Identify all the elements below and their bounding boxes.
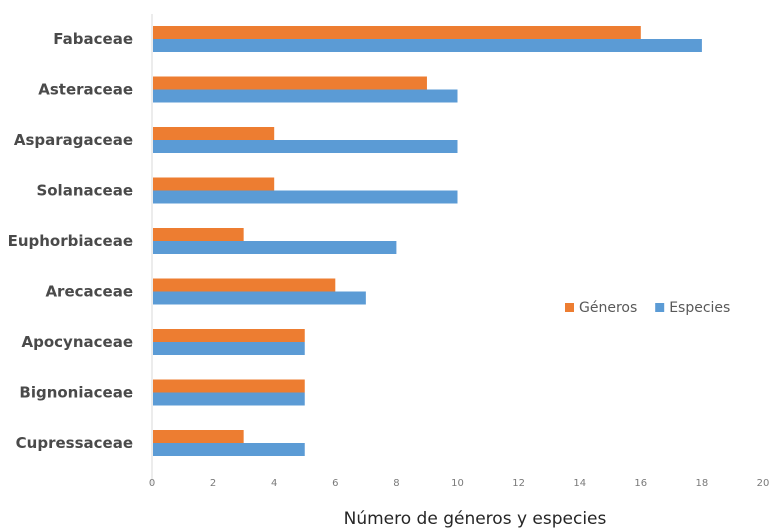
x-tick-18: 18 xyxy=(696,478,709,489)
bar-especies-fabaceae xyxy=(153,39,702,52)
category-label-bignoniaceae: Bignoniaceae xyxy=(19,384,133,402)
x-tick-labels: 0 2 4 6 8 10 12 14 16 18 20 xyxy=(149,478,770,489)
bar-especies-arecaceae xyxy=(153,291,366,305)
x-tick-14: 14 xyxy=(573,478,586,489)
legend-swatch-generos xyxy=(565,303,574,312)
bar-generos-arecaceae xyxy=(153,278,336,292)
bar-generos-euphorbiaceae xyxy=(153,228,244,241)
bar-generos-bignoniaceae xyxy=(153,379,305,393)
x-tick-2: 2 xyxy=(210,478,216,489)
x-tick-12: 12 xyxy=(512,478,525,489)
x-tick-20: 20 xyxy=(757,478,770,489)
x-tick-0: 0 xyxy=(149,478,155,489)
bar-especies-cupressaceae xyxy=(153,443,305,456)
x-tick-8: 8 xyxy=(393,478,399,489)
x-tick-16: 16 xyxy=(634,478,647,489)
category-label-asparagaceae: Asparagaceae xyxy=(14,131,133,149)
category-label-apocynaceae: Apocynaceae xyxy=(22,333,133,351)
bar-generos-asparagaceae xyxy=(153,127,275,140)
bar-generos-fabaceae xyxy=(153,26,641,39)
bars-group xyxy=(153,26,702,456)
bar-especies-apocynaceae xyxy=(153,342,305,355)
category-label-euphorbiaceae: Euphorbiaceae xyxy=(8,232,133,250)
category-label-cupressaceae: Cupressaceae xyxy=(16,434,133,452)
bar-especies-solanaceae xyxy=(153,190,458,204)
x-tick-6: 6 xyxy=(332,478,338,489)
bar-especies-bignoniaceae xyxy=(153,392,305,406)
x-tick-10: 10 xyxy=(451,478,464,489)
category-label-arecaceae: Arecaceae xyxy=(45,283,133,301)
bar-especies-euphorbiaceae xyxy=(153,241,397,254)
bar-especies-asteraceae xyxy=(153,89,458,103)
legend: Géneros Especies xyxy=(565,300,730,316)
bar-especies-asparagaceae xyxy=(153,140,458,153)
category-labels: Fabaceae Asteraceae Asparagaceae Solanaceae… xyxy=(8,30,133,452)
category-label-asteraceae: Asteraceae xyxy=(38,81,133,99)
bar-generos-solanaceae xyxy=(153,177,275,191)
x-axis-label: Número de géneros y especies xyxy=(344,509,607,529)
legend-label-generos: Géneros xyxy=(579,300,637,316)
bar-generos-apocynaceae xyxy=(153,329,305,342)
legend-swatch-especies xyxy=(655,303,665,312)
category-label-fabaceae: Fabaceae xyxy=(53,30,133,48)
legend-label-especies: Especies xyxy=(669,300,730,316)
category-label-solanaceae: Solanaceae xyxy=(36,182,133,200)
bar-generos-asteraceae xyxy=(153,76,427,90)
x-tick-4: 4 xyxy=(271,478,277,489)
bar-generos-cupressaceae xyxy=(153,430,244,443)
